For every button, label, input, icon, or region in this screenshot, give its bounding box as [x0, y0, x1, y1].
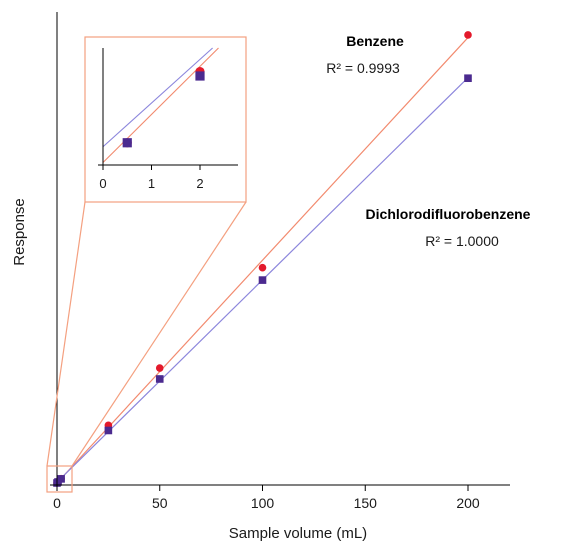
fit-line-benzene	[56, 37, 469, 484]
r2-label-dichlorodifluorobenzene: R² = 1.0000	[425, 233, 499, 249]
inset-frame	[84, 36, 247, 203]
zoom-connector-left	[46, 201, 86, 467]
x-tick-label: 150	[354, 495, 378, 511]
inset-data-point-dichlorodifluorobenzene	[122, 138, 132, 148]
x-tick-label: 200	[456, 495, 480, 511]
x-tick-label: 50	[152, 495, 168, 511]
inset-fit-line-dichlorodifluorobenzene	[102, 47, 213, 148]
data-point-dichlorodifluorobenzene	[258, 276, 267, 284]
inset-data-markers	[122, 66, 205, 148]
series-label-benzene: Benzene	[346, 33, 404, 49]
data-point-dichlorodifluorobenzene	[104, 426, 113, 435]
data-point-benzene	[464, 31, 472, 39]
x-axis-ticks: 0 50 100 150 200	[53, 485, 480, 511]
x-tick-label: 100	[251, 495, 275, 511]
data-point-dichlorodifluorobenzene	[464, 74, 472, 83]
y-axis-title: Response	[11, 198, 28, 266]
data-point-dichlorodifluorobenzene	[57, 475, 65, 483]
r2-label-benzene: R² = 0.9993	[326, 60, 400, 76]
inset-x-tick-label: 1	[148, 176, 155, 191]
zoom-connector-right	[71, 201, 247, 467]
inset-x-tick-label: 0	[99, 176, 106, 191]
zoom-region-box	[46, 465, 73, 493]
data-point-dichlorodifluorobenzene	[155, 375, 164, 383]
inset-x-axis-ticks: 0 1 2	[99, 165, 204, 191]
inset-x-tick-label: 2	[196, 176, 203, 191]
data-point-benzene	[155, 364, 164, 372]
series-label-dichlorodifluorobenzene: Dichlorodifluorobenzene	[366, 206, 531, 222]
x-tick-label: 0	[53, 495, 61, 511]
data-point-benzene	[258, 263, 267, 272]
x-axis-title: Sample volume (mL)	[229, 525, 367, 542]
inset-data-point-dichlorodifluorobenzene	[195, 71, 205, 81]
